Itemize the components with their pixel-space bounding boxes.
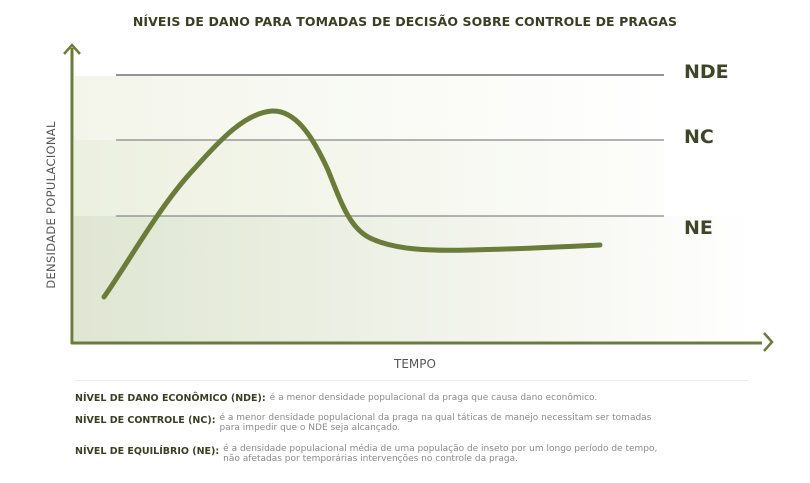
- definition-nde: NÍVEL DE DANO ECONÔMICO (NDE): é a menor…: [75, 392, 597, 404]
- band-below-ne: [74, 216, 754, 342]
- nde-label: NDE: [684, 61, 729, 83]
- definition-term: NÍVEL DE EQUILÍBRIO (NE):: [75, 446, 220, 457]
- y-axis-arrow-icon: [63, 43, 81, 55]
- definition-term: NÍVEL DE CONTROLE (NC):: [75, 415, 216, 426]
- population-curve: [101, 108, 603, 300]
- divider: [74, 380, 748, 381]
- definition-desc: é a menor densidade populacional da prag…: [219, 413, 652, 433]
- definition-desc: é a menor densidade populacional da prag…: [269, 393, 598, 403]
- definition-term: NÍVEL DE DANO ECONÔMICO (NDE):: [75, 393, 266, 404]
- definition-desc: é a densidade populacional média de uma …: [223, 444, 658, 464]
- band-above-nc: [74, 76, 664, 140]
- diagram-title: NÍVEIS DE DANO PARA TOMADAS DE DECISÃO S…: [132, 14, 678, 29]
- ne-label: NE: [684, 217, 713, 239]
- band-nc-to-ne: [74, 140, 664, 216]
- nc-label: NC: [684, 126, 714, 148]
- x-axis-label: TEMPO: [394, 357, 436, 371]
- definition-ne: NÍVEL DE EQUILÍBRIO (NE): é a densidade …: [75, 444, 658, 464]
- definition-nc: NÍVEL DE CONTROLE (NC): é a menor densid…: [75, 413, 652, 433]
- x-axis-arrow-icon: [763, 332, 774, 352]
- y-axis-label: DENSIDADE POPULACIONAL: [44, 121, 58, 289]
